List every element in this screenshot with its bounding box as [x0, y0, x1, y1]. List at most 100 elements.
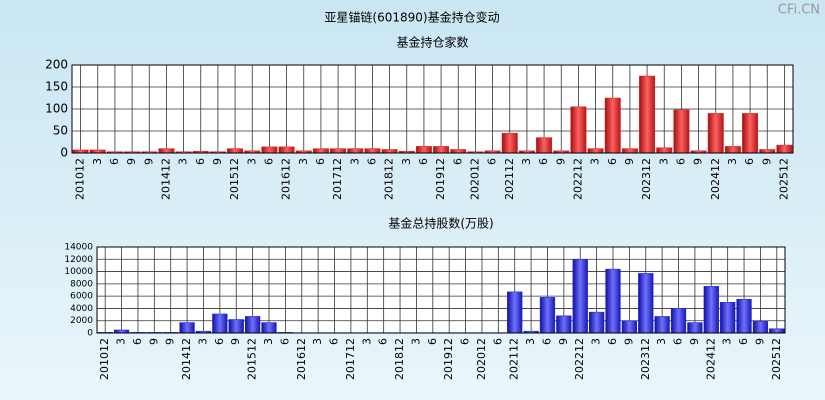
x-tick-label: 9 — [142, 158, 155, 165]
bar — [539, 297, 556, 334]
plot-area — [97, 247, 785, 333]
x-tick-label: 9 — [623, 158, 636, 165]
bar — [687, 322, 703, 334]
bar — [227, 148, 244, 154]
bar — [278, 146, 295, 154]
x-tick-label: 6 — [537, 158, 550, 165]
x-tick-label: 6 — [278, 338, 291, 345]
x-tick-label: 201012 — [98, 338, 111, 380]
x-tick-label: 201612 — [280, 158, 293, 200]
bar — [621, 148, 638, 154]
x-tick-label: 3 — [589, 158, 602, 165]
x-tick-label: 3 — [245, 158, 258, 165]
y-tick-label: 100 — [45, 102, 68, 116]
bar — [570, 106, 587, 154]
y-tick-label: 14000 — [64, 243, 93, 253]
x-tick-label: 202412 — [704, 338, 717, 380]
x-tick-label: 201012 — [74, 158, 87, 200]
bar — [364, 148, 381, 154]
x-tick-label: 202012 — [475, 338, 488, 380]
x-tick-label: 6 — [672, 338, 685, 345]
x-tick-label: 6 — [540, 338, 553, 345]
bar — [381, 149, 398, 154]
x-tick-label: 6 — [108, 158, 121, 165]
x-tick-label: 6 — [491, 338, 504, 345]
bar — [228, 319, 244, 334]
x-tick-label: 3 — [726, 158, 739, 165]
x-tick-label: 3 — [360, 338, 373, 345]
x-tick-label: 6 — [451, 158, 464, 165]
bar — [587, 148, 604, 154]
bar — [212, 313, 228, 334]
x-tick-label: 202512 — [777, 158, 790, 200]
bar — [415, 146, 432, 154]
bar — [179, 322, 195, 334]
x-tick-label: 201712 — [331, 158, 344, 200]
bar — [556, 315, 572, 334]
bar — [724, 146, 741, 154]
x-tick-label: 201912 — [442, 338, 455, 380]
bar — [244, 316, 261, 334]
bar — [588, 311, 605, 334]
x-tick-label: 9 — [125, 158, 138, 165]
x-tick-label: 3 — [91, 158, 104, 165]
x-tick-label: 9 — [760, 158, 773, 165]
x-tick-label: 6 — [426, 338, 439, 345]
bar — [656, 147, 673, 154]
x-tick-label: 3 — [348, 158, 361, 165]
bar — [536, 137, 553, 154]
x-tick-label: 3 — [657, 158, 670, 165]
x-tick-label: 202412 — [709, 158, 722, 200]
x-tick-label: 202212 — [571, 158, 584, 200]
x-tick-label: 6 — [606, 338, 619, 345]
x-tick-label: 9 — [753, 338, 766, 345]
x-tick-label: 9 — [557, 338, 570, 345]
x-tick-label: 3 — [115, 338, 128, 345]
x-tick-label: 6 — [417, 158, 430, 165]
x-tick-label: 202112 — [503, 158, 516, 200]
x-tick-label: 9 — [692, 158, 705, 165]
bar — [450, 149, 467, 154]
x-tick-label: 6 — [262, 158, 275, 165]
bar — [261, 322, 277, 334]
bar — [501, 132, 518, 154]
bar — [572, 259, 588, 334]
bar — [330, 148, 347, 154]
x-tick-label: 201512 — [246, 338, 259, 380]
y-tick-label: 12000 — [64, 255, 93, 265]
x-tick-label: 202312 — [640, 158, 653, 200]
bar — [759, 149, 776, 154]
x-tick-label: 6 — [743, 158, 756, 165]
x-tick-label: 6 — [213, 338, 226, 345]
x-tick-label: 6 — [737, 338, 750, 345]
bar — [621, 320, 638, 334]
x-tick-label: 6 — [606, 158, 619, 165]
y-tick-label: 4000 — [70, 304, 93, 314]
bar — [261, 146, 278, 154]
x-tick-label: 201412 — [180, 338, 193, 380]
x-tick-label: 201512 — [228, 158, 241, 200]
x-tick-label: 201712 — [344, 338, 357, 380]
bar — [752, 321, 769, 334]
x-tick-label: 202512 — [770, 338, 783, 380]
x-tick-label: 6 — [486, 158, 499, 165]
watermark: CFi.CN — [778, 3, 820, 18]
x-tick-label: 201812 — [393, 338, 406, 380]
plot-border — [96, 246, 786, 334]
x-tick-label: 3 — [196, 338, 209, 345]
bar — [639, 75, 656, 154]
bar — [604, 97, 621, 154]
bar — [507, 291, 523, 334]
x-tick-label: 201812 — [383, 158, 396, 200]
bar — [720, 302, 736, 334]
x-tick-label: 3 — [409, 338, 422, 345]
x-tick-label: 3 — [655, 338, 668, 345]
x-tick-label: 202212 — [573, 338, 586, 380]
x-tick-label: 3 — [590, 338, 603, 345]
x-tick-label: 202012 — [468, 158, 481, 200]
y-tick-label: 50 — [53, 124, 68, 138]
x-tick-label: 9 — [164, 338, 177, 345]
y-tick-label: 10000 — [64, 267, 93, 277]
x-tick-label: 201612 — [295, 338, 308, 380]
